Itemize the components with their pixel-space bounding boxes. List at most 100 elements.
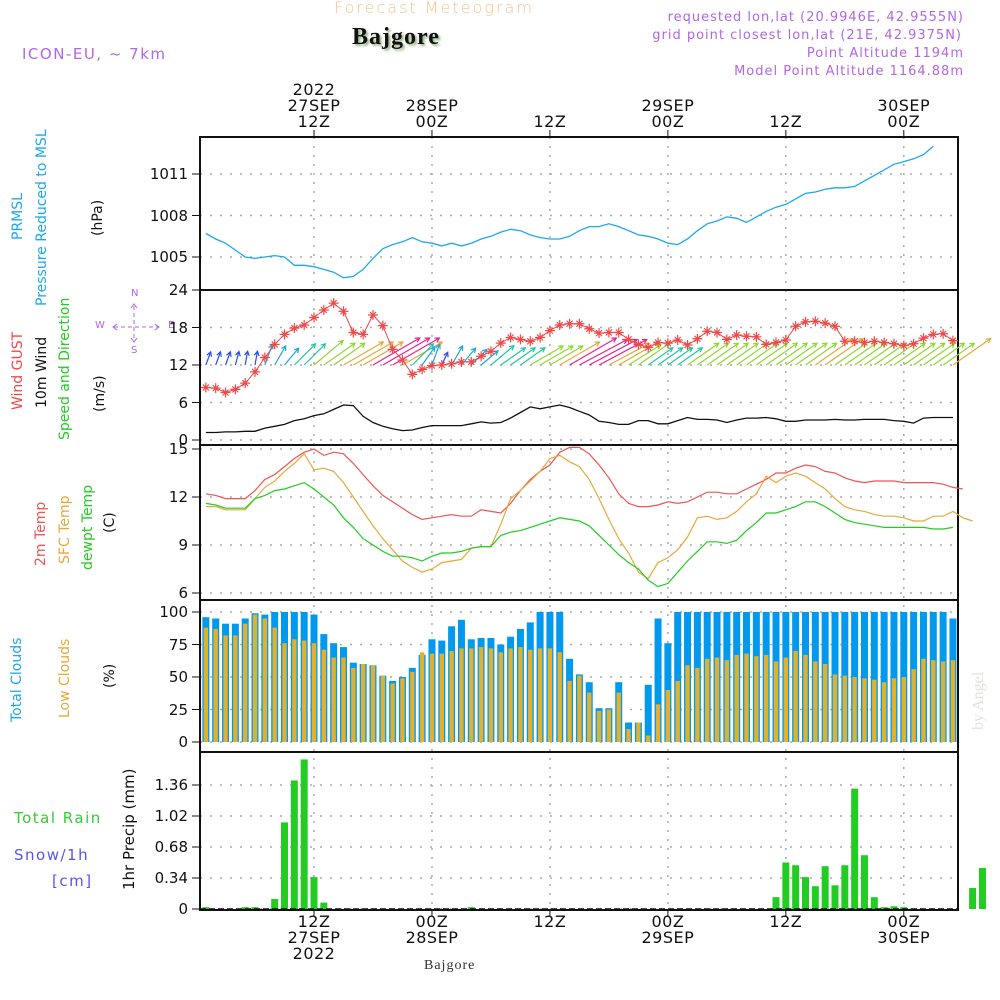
low-cloud-bar (557, 652, 562, 742)
wind-arrow-head (641, 338, 648, 345)
rain-bar (300, 759, 308, 909)
low-cloud-bar (567, 680, 572, 742)
wind-arrow (608, 342, 650, 366)
low-cloud-bar (400, 678, 405, 742)
wind-arrow (510, 347, 536, 366)
gust-marker (436, 360, 447, 370)
low-cloud-bar (370, 665, 376, 742)
y-tick-label-pressure: 1008 (149, 206, 188, 225)
wind-arrow (736, 342, 769, 366)
low-cloud-bar (822, 664, 828, 742)
low-cloud-bar (714, 657, 720, 742)
low-cloud-bar (931, 660, 936, 742)
wind-arrow-head (458, 344, 464, 351)
low-cloud-bar (626, 729, 631, 742)
low-cloud-bar (351, 667, 356, 742)
gust-marker (731, 330, 742, 340)
gust-marker (633, 339, 644, 350)
low-cloud-bar (311, 643, 317, 742)
rain-bar (281, 822, 289, 909)
gust-marker (544, 325, 555, 336)
wind-arrow-head (677, 347, 684, 353)
low-cloud-bar (803, 654, 808, 742)
wind-arrow-head (349, 342, 356, 348)
wind-arrow-head (802, 342, 809, 348)
gust-marker (820, 318, 831, 329)
gust-marker (623, 334, 634, 345)
rain-bar (241, 907, 249, 909)
time-axis-bottom-label: 00Z (887, 912, 921, 931)
rain-bar (467, 907, 475, 909)
wind-arrow-head (831, 342, 838, 348)
time-axis-bottom-label: 00Z (415, 912, 449, 931)
wind-arrow (785, 342, 818, 366)
rain-legend: Total Rain (14, 809, 102, 827)
wind-arrow-head (310, 342, 317, 349)
time-axis-top-label: 12Z (769, 112, 803, 131)
low-cloud-bar (646, 735, 651, 742)
wind-arrow-head (949, 342, 956, 348)
gust-marker (554, 320, 565, 330)
point-altitude: Point Altitude 1194m (806, 46, 964, 61)
wind-arrow (333, 342, 366, 366)
wind-arrow (343, 341, 384, 366)
wind-arrow-head (723, 342, 730, 348)
gust-marker (869, 336, 880, 347)
wind-arrow-head (611, 337, 618, 343)
gust-marker (810, 316, 821, 327)
gust-marker (584, 323, 595, 334)
low-cloud-bar (763, 654, 769, 742)
time-axis-bottom-label: 2022 (292, 944, 336, 963)
gust-marker (564, 318, 575, 329)
gust-marker (859, 337, 870, 348)
gust-marker (879, 337, 890, 348)
gust-marker (741, 331, 752, 342)
gust-marker (613, 327, 624, 338)
wind-arrow (638, 342, 670, 366)
gust-marker (466, 356, 477, 367)
gust-marker (269, 339, 280, 350)
time-axis-top-label: 30SEP (877, 96, 931, 115)
low-cloud-bar (233, 635, 238, 742)
wind-arrow (647, 347, 674, 366)
low-cloud-bar (547, 648, 553, 742)
wind-arrow (421, 346, 436, 366)
gust-marker (672, 335, 683, 345)
wind-arrow (873, 342, 906, 366)
gust-marker (210, 383, 221, 394)
wind-arrow-head (920, 342, 927, 348)
wind-arrow-head (397, 341, 405, 347)
wind-arrow-head (558, 345, 565, 351)
rain-bar (821, 866, 829, 909)
wind-arrow-head (530, 347, 537, 353)
low-cloud-bar (341, 657, 346, 742)
wind-arrow (893, 342, 926, 366)
wind-arrow (579, 339, 628, 366)
gust-marker (299, 320, 310, 330)
wind-arrow (539, 345, 574, 366)
wind-arrow-head (428, 342, 435, 349)
rain-bar (851, 788, 859, 909)
low-cloud-bar (872, 679, 877, 742)
low-cloud-bar (655, 704, 661, 742)
low-cloud-bar (252, 614, 258, 742)
time-axis-top-label: 00Z (887, 112, 921, 131)
low-cloud-bar (744, 653, 749, 742)
low-cloud-bar (596, 710, 602, 742)
gust-marker (839, 336, 850, 347)
wind-arrow-head (939, 342, 946, 348)
gust-marker (338, 306, 349, 317)
low-cloud-bar (528, 649, 533, 742)
total-cloud-bar (870, 612, 878, 742)
wind-arrow-head (969, 342, 976, 348)
wind-arrow-head (508, 344, 515, 351)
requested-coords: requested lon,lat (20.9946E, 42.9555N) (667, 10, 964, 25)
low-cloud-bar (488, 648, 494, 742)
low-cloud-bar (734, 654, 739, 742)
location-title: Bajgore (352, 24, 440, 50)
gust-marker (643, 342, 654, 353)
low-cloud-bar (950, 660, 956, 742)
gust-marker (800, 316, 811, 327)
wind-arrow-head (577, 345, 584, 351)
wind-arrow (805, 342, 837, 366)
